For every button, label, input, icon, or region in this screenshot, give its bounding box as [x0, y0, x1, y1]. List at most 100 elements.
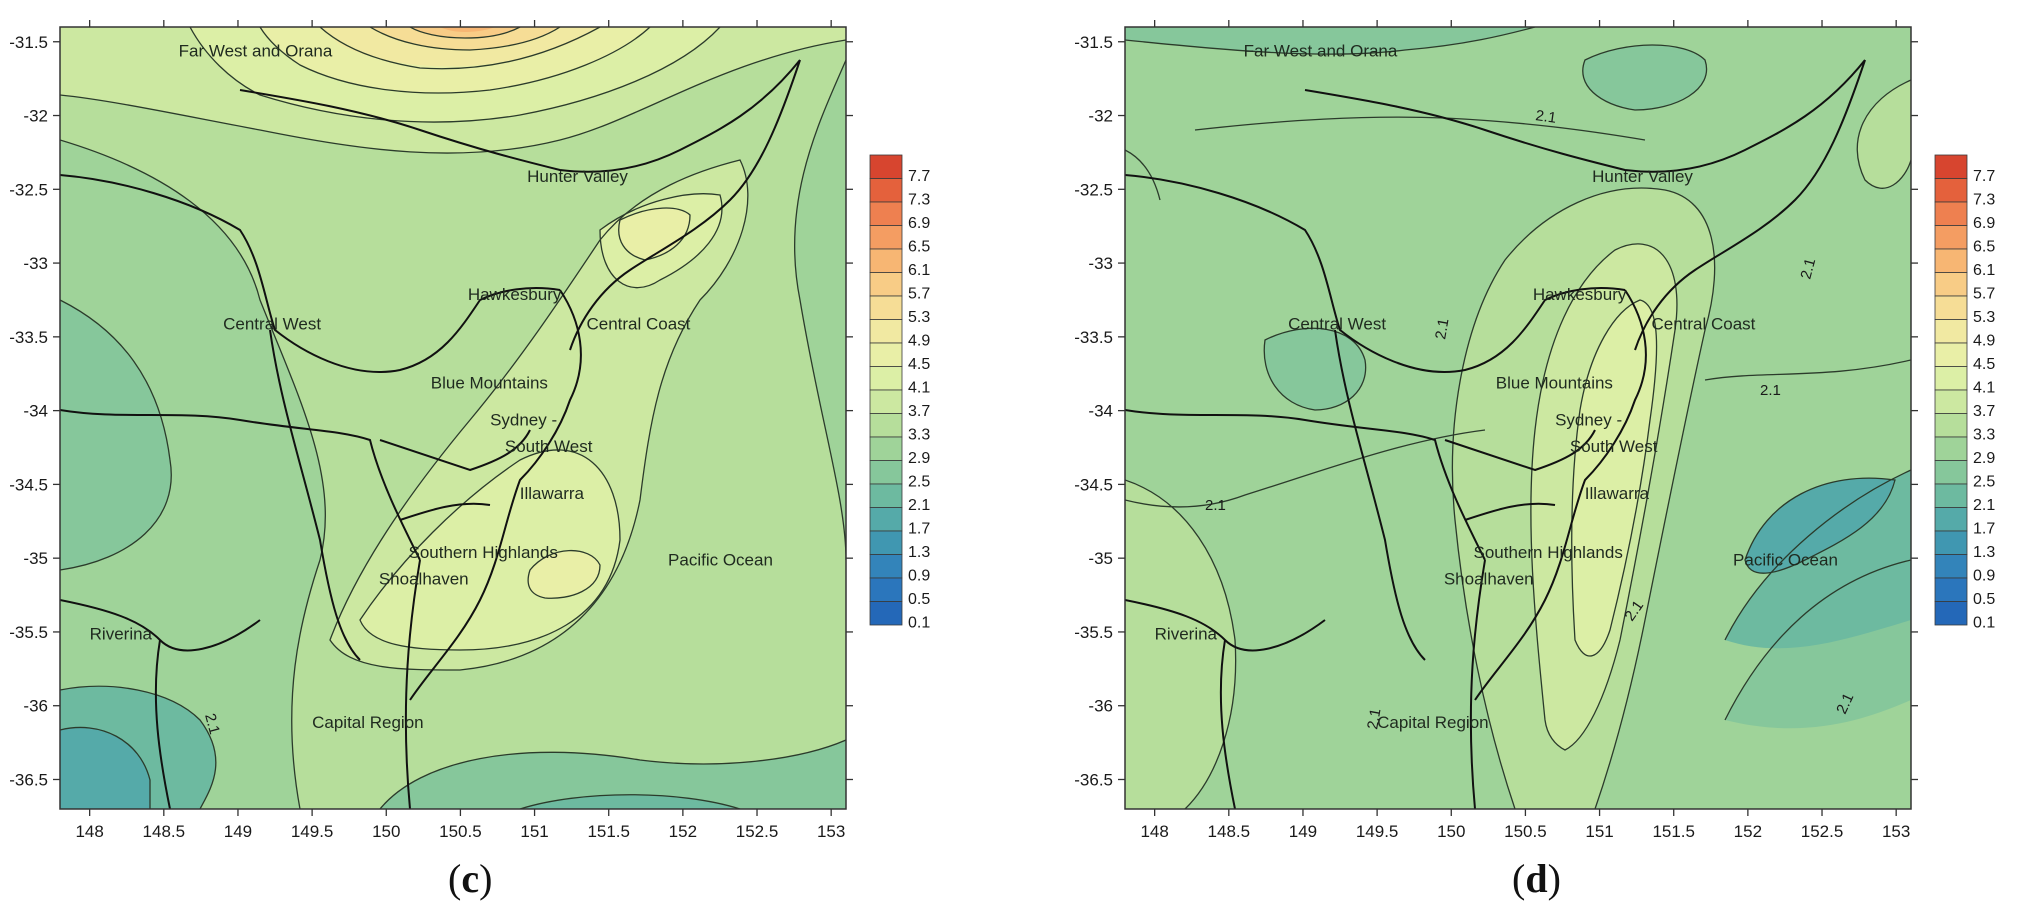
colorbar-swatch-d-9 [1934, 366, 1968, 391]
y-tick-label-c-2: -32.5 [9, 180, 48, 199]
colorbar-swatch-c-9 [869, 366, 903, 391]
x-tick-label-c-0: 148 [75, 822, 103, 841]
colorbar-label-d-15: 1.7 [1973, 520, 1995, 537]
colorbar-swatch-c-16 [869, 530, 903, 555]
plot-frame-d [1124, 26, 1912, 810]
x-tick-label-d-8: 152 [1734, 822, 1762, 841]
region-label-d-1: Hunter Valley [1592, 167, 1693, 186]
colorbar-swatch-c-18 [869, 577, 903, 602]
colorbar-label-c-15: 1.7 [908, 520, 930, 537]
colorbar-label-c-1: 7.3 [908, 191, 930, 208]
colorbar-swatch-d-12 [1934, 436, 1968, 461]
region-label-d-2: Hawkesbury [1533, 285, 1627, 304]
colorbar-swatch-c-2 [869, 201, 903, 226]
region-label-d-11: Pacific Ocean [1733, 551, 1838, 570]
y-tick-label-c-6: -34.5 [9, 475, 48, 494]
x-tick-label-d-7: 151.5 [1652, 822, 1695, 841]
colorbar-swatch-d-17 [1934, 554, 1968, 579]
colorbar-swatch-d-18 [1934, 577, 1968, 602]
x-tick-label-d-6: 151 [1585, 822, 1613, 841]
colorbar-swatch-d-7 [1934, 319, 1968, 344]
colorbar-label-d-11: 3.3 [1973, 426, 1995, 443]
colorbar-d: 7.7 7.3 6.9 6.5 6.1 5.7 5.3 4.9 4.5 4.1 3.7 3.3 2.9 2… [1934, 154, 1995, 631]
region-label-c-6: Sydney - [490, 410, 557, 429]
colorbar-label-d-5: 5.7 [1973, 285, 1995, 302]
map-figure-d: Far West and Orana Hunter Valley Hawkesbur… [1074, 20, 1995, 841]
colorbar-label-d-1: 7.3 [1973, 191, 1995, 208]
panel-caption-d: (d) [1512, 856, 1561, 901]
colorbar-label-c-17: 0.9 [908, 567, 930, 584]
colorbar-label-c-8: 4.5 [908, 356, 930, 373]
colorbar-swatch-c-15 [869, 507, 903, 532]
colorbar-label-c-5: 5.7 [908, 285, 930, 302]
y-tick-label-d-7: -35 [1088, 549, 1113, 568]
colorbar-swatch-d-8 [1934, 342, 1968, 367]
colorbar-swatch-c-7 [869, 319, 903, 344]
x-tick-label-c-2: 149 [224, 822, 252, 841]
colorbar-swatch-c-11 [869, 413, 903, 438]
colorbar-label-d-19: 0.1 [1973, 614, 1995, 631]
colorbar-label-c-0: 7.7 [908, 168, 930, 185]
colorbar-label-d-0: 7.7 [1973, 168, 1995, 185]
colorbar-swatch-d-15 [1934, 507, 1968, 532]
contour-label-d-2: 2.1 [1760, 382, 1781, 399]
x-tick-label-d-1: 148.5 [1208, 822, 1251, 841]
region-label-c-0: Far West and Orana [179, 42, 333, 61]
colorbar-label-d-3: 6.5 [1973, 238, 1995, 255]
colorbar-label-c-6: 5.3 [908, 309, 930, 326]
colorbar-swatch-d-16 [1934, 530, 1968, 555]
region-label-c-5: Blue Mountains [431, 373, 548, 392]
colorbar-label-c-10: 3.7 [908, 403, 930, 420]
y-tick-label-c-4: -33.5 [9, 328, 48, 347]
colorbar-label-c-9: 4.1 [908, 379, 930, 396]
colorbar-label-c-11: 3.3 [908, 426, 930, 443]
colorbar-label-d-13: 2.5 [1973, 473, 1995, 490]
colorbar-swatch-d-2 [1934, 201, 1968, 226]
colorbar-label-d-9: 4.1 [1973, 379, 1995, 396]
y-tick-label-c-0: -31.5 [9, 33, 48, 52]
region-label-d-13: Capital Region [1377, 713, 1489, 732]
region-label-d-4: Central West [1288, 314, 1386, 333]
y-tick-label-c-3: -33 [23, 254, 48, 273]
x-tick-label-d-3: 149.5 [1356, 822, 1399, 841]
region-label-c-11: Pacific Ocean [668, 551, 773, 570]
x-tick-label-d-10: 153 [1882, 822, 1910, 841]
y-tick-label-d-0: -31.5 [1074, 33, 1113, 52]
colorbar-swatch-c-13 [869, 460, 903, 485]
region-label-c-13: Capital Region [312, 713, 424, 732]
colorbar-swatch-c-17 [869, 554, 903, 579]
region-label-c-8: Illawarra [520, 484, 585, 503]
contour-label-d-6: 2.1 [1364, 707, 1384, 730]
colorbar-swatch-c-19 [869, 601, 903, 626]
region-label-d-7: South West [1570, 437, 1658, 456]
y-tick-label-c-8: -35.5 [9, 623, 48, 642]
colorbar-swatch-c-4 [869, 248, 903, 273]
colorbar-swatch-c-14 [869, 483, 903, 508]
colorbar-swatch-d-14 [1934, 483, 1968, 508]
colorbar-swatch-d-10 [1934, 389, 1968, 414]
colorbar-swatch-d-6 [1934, 295, 1968, 320]
x-tick-label-d-5: 150.5 [1504, 822, 1547, 841]
colorbar-swatch-d-5 [1934, 272, 1968, 297]
colorbar-label-c-12: 2.9 [908, 450, 930, 467]
colorbar-label-c-2: 6.9 [908, 215, 930, 232]
x-tick-label-c-10: 153 [817, 822, 845, 841]
colorbar-label-c-7: 4.9 [908, 332, 930, 349]
y-tick-label-c-1: -32 [23, 107, 48, 126]
x-tick-label-c-9: 152.5 [736, 822, 779, 841]
contour-label-d-3: 2.1 [1797, 256, 1819, 281]
colorbar-label-c-16: 1.3 [908, 544, 930, 561]
colorbar-c: 7.7 7.3 6.9 6.5 6.1 5.7 5.3 4.9 4.5 4.1 3.7 3.3 2.9 2… [869, 154, 930, 631]
y-tick-label-d-3: -33 [1088, 254, 1113, 273]
colorbar-label-c-18: 0.5 [908, 591, 930, 608]
region-label-c-9: Southern Highlands [409, 543, 558, 562]
colorbar-label-d-7: 4.9 [1973, 332, 1995, 349]
y-tick-label-d-5: -34 [1088, 402, 1113, 421]
y-tick-label-d-10: -36.5 [1074, 770, 1113, 789]
y-tick-label-d-4: -33.5 [1074, 328, 1113, 347]
colorbar-swatch-d-1 [1934, 178, 1968, 203]
region-label-d-9: Southern Highlands [1474, 543, 1623, 562]
y-tick-label-c-10: -36.5 [9, 770, 48, 789]
x-tick-label-d-4: 150 [1437, 822, 1465, 841]
map-panel-d: Far West and Orana Hunter Valley Hawkesbur… [1065, 0, 2022, 901]
